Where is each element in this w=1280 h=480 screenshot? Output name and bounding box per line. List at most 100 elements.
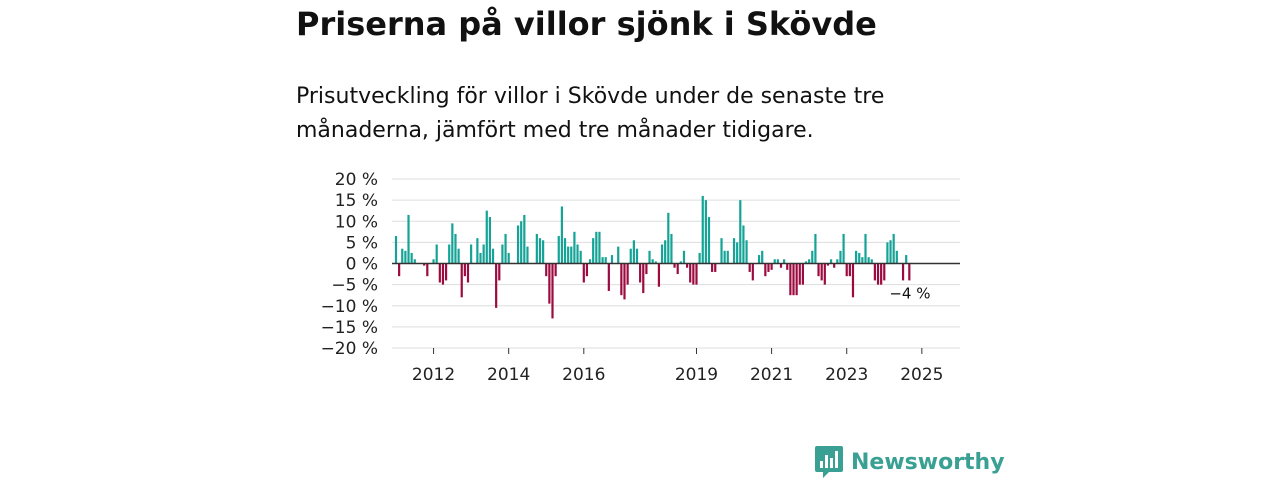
- bar: [498, 263, 501, 281]
- bar: [454, 233, 457, 264]
- y-tick-label: 5 %: [346, 233, 378, 253]
- bar: [466, 263, 470, 283]
- bar: [507, 252, 510, 264]
- bar: [482, 244, 485, 264]
- bar: [723, 250, 726, 264]
- bar: [820, 263, 823, 281]
- y-tick-label: 0 %: [346, 255, 378, 275]
- bar: [645, 263, 648, 275]
- newsworthy-logo: Newsworthy: [815, 446, 1005, 478]
- bar: [839, 250, 842, 264]
- x-tick-label: 2012: [412, 365, 455, 385]
- bar: [607, 263, 610, 291]
- bar: [689, 263, 692, 283]
- bar: [811, 250, 814, 264]
- bar: [817, 263, 820, 277]
- bar: [560, 206, 563, 264]
- bar: [441, 263, 445, 285]
- bar: [410, 252, 413, 264]
- y-tick-label: −20 %: [321, 339, 378, 359]
- bar: [504, 233, 507, 264]
- bar: [660, 244, 664, 264]
- bar-chart-logo-icon: [815, 446, 843, 478]
- bar: [745, 240, 748, 264]
- bar: [701, 195, 704, 264]
- bar: [438, 263, 441, 283]
- bar: [479, 252, 482, 264]
- y-tick-label: −5 %: [331, 276, 378, 296]
- bar: [394, 236, 398, 264]
- bar: [870, 259, 873, 264]
- bar: [833, 263, 836, 268]
- bar: [567, 246, 570, 264]
- bar: [704, 200, 707, 264]
- bar: [685, 263, 689, 268]
- y-tick-label: 10 %: [335, 212, 378, 232]
- y-axis-ticks: 20 %15 %10 %5 %0 %−5 %−10 %−15 %−20 %: [321, 170, 378, 359]
- bar: [698, 252, 701, 264]
- x-tick-label: 2019: [675, 365, 718, 385]
- chart-subtitle: Prisutveckling för villor i Skövde under…: [296, 84, 885, 143]
- bar: [757, 255, 761, 264]
- bar: [595, 231, 598, 264]
- bar: [748, 263, 751, 272]
- bar: [585, 263, 589, 277]
- last-value-label: −4 %: [889, 284, 930, 302]
- bar: [892, 233, 895, 264]
- bar: [495, 263, 498, 308]
- bar: [457, 248, 460, 264]
- bar: [858, 252, 861, 264]
- bar: [836, 259, 839, 264]
- bar: [773, 259, 776, 264]
- bar: [398, 263, 401, 277]
- bar: [654, 261, 657, 264]
- bar: [695, 263, 698, 285]
- bar: [401, 248, 404, 264]
- bar: [673, 263, 676, 268]
- bar: [648, 250, 651, 264]
- y-tick-label: −10 %: [321, 297, 378, 317]
- bar: [739, 200, 742, 264]
- bar: [407, 214, 410, 264]
- bar: [491, 248, 495, 264]
- bar: [801, 263, 804, 285]
- bar: [714, 263, 717, 272]
- bar: [444, 263, 448, 281]
- bar: [579, 250, 582, 264]
- bar: [563, 238, 567, 264]
- bar: [795, 263, 798, 296]
- bar: [463, 263, 466, 277]
- bar: [598, 231, 601, 264]
- bar: [814, 233, 817, 264]
- bar: [629, 248, 632, 264]
- bar: [711, 263, 714, 272]
- bar: [804, 261, 808, 264]
- bar: [423, 263, 426, 266]
- bar: [786, 263, 789, 270]
- bar: [413, 259, 416, 264]
- bar: [476, 238, 479, 264]
- bar: [901, 263, 905, 281]
- bar: [726, 250, 729, 264]
- bar: [632, 240, 635, 264]
- bar: [592, 238, 595, 264]
- bar: [742, 225, 745, 264]
- bar: [707, 217, 711, 264]
- brand-name: Newsworthy: [851, 449, 1005, 475]
- bars: [394, 195, 911, 319]
- bar: [792, 263, 795, 296]
- bar: [448, 244, 451, 264]
- bar: [845, 263, 848, 277]
- bar: [548, 263, 551, 304]
- bar: [783, 259, 786, 264]
- bar: [651, 259, 654, 264]
- bar: [798, 263, 801, 285]
- bar: [692, 263, 695, 285]
- bar: [470, 244, 473, 264]
- bar: [732, 238, 736, 264]
- bar: [761, 250, 764, 264]
- bar: [770, 263, 773, 270]
- bar: [617, 246, 620, 264]
- bar: [570, 246, 573, 264]
- bar: [557, 236, 560, 264]
